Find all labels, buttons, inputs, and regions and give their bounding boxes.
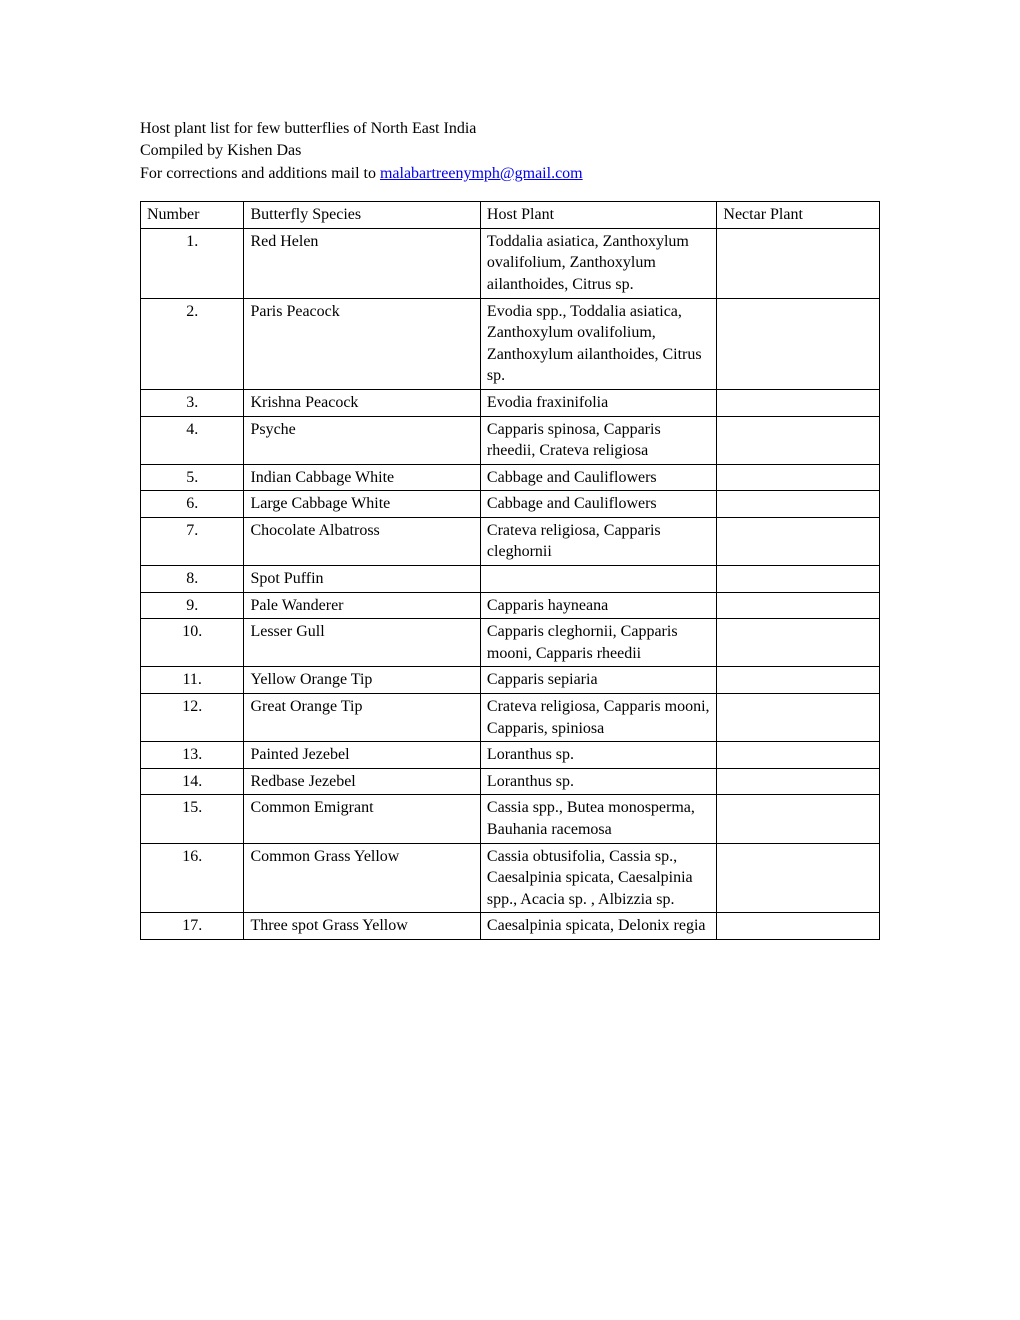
cell-species: Large Cabbage White (244, 491, 480, 518)
cell-number: 2. (141, 298, 244, 389)
table-row: 14.Redbase JezebelLoranthus sp. (141, 768, 880, 795)
document-title: Host plant list for few butterflies of N… (140, 118, 880, 140)
cell-number: 17. (141, 913, 244, 940)
table-row: 10.Lesser GullCapparis cleghornii, Cappa… (141, 619, 880, 667)
cell-host: Capparis hayneana (480, 592, 716, 619)
cell-nectar (717, 566, 880, 593)
cell-host: Cassia spp., Butea monosperma, Bauhania … (480, 795, 716, 843)
cell-species: Lesser Gull (244, 619, 480, 667)
cell-nectar (717, 742, 880, 769)
cell-nectar (717, 389, 880, 416)
cell-species: Krishna Peacock (244, 389, 480, 416)
table-row: 6.Large Cabbage WhiteCabbage and Caulifl… (141, 491, 880, 518)
cell-host: Capparis cleghornii, Capparis mooni, Cap… (480, 619, 716, 667)
cell-species: Three spot Grass Yellow (244, 913, 480, 940)
cell-species: Indian Cabbage White (244, 464, 480, 491)
col-header-number: Number (141, 202, 244, 229)
cell-host (480, 566, 716, 593)
document-page: Host plant list for few butterflies of N… (0, 0, 1020, 1320)
host-plant-table: Number Butterfly Species Host Plant Nect… (140, 201, 880, 940)
cell-number: 11. (141, 667, 244, 694)
cell-species: Red Helen (244, 228, 480, 298)
col-header-nectar: Nectar Plant (717, 202, 880, 229)
cell-nectar (717, 843, 880, 913)
cell-nectar (717, 768, 880, 795)
cell-host: Cassia obtusifolia, Cassia sp., Caesalpi… (480, 843, 716, 913)
cell-number: 13. (141, 742, 244, 769)
cell-number: 12. (141, 694, 244, 742)
table-header-row: Number Butterfly Species Host Plant Nect… (141, 202, 880, 229)
cell-host: Loranthus sp. (480, 742, 716, 769)
cell-nectar (717, 619, 880, 667)
cell-species: Spot Puffin (244, 566, 480, 593)
compiled-by-line: Compiled by Kishen Das (140, 140, 880, 162)
cell-nectar (717, 464, 880, 491)
cell-number: 16. (141, 843, 244, 913)
cell-host: Toddalia asiatica, Zanthoxylum ovalifoli… (480, 228, 716, 298)
cell-number: 7. (141, 517, 244, 565)
cell-species: Yellow Orange Tip (244, 667, 480, 694)
cell-host: Capparis sepiaria (480, 667, 716, 694)
cell-number: 6. (141, 491, 244, 518)
table-row: 5.Indian Cabbage WhiteCabbage and Caulif… (141, 464, 880, 491)
cell-number: 15. (141, 795, 244, 843)
cell-host: Capparis spinosa, Capparis rheedii, Crat… (480, 416, 716, 464)
cell-species: Paris Peacock (244, 298, 480, 389)
cell-species: Psyche (244, 416, 480, 464)
cell-host: Cabbage and Cauliflowers (480, 491, 716, 518)
table-row: 4.PsycheCapparis spinosa, Capparis rheed… (141, 416, 880, 464)
cell-species: Chocolate Albatross (244, 517, 480, 565)
cell-number: 14. (141, 768, 244, 795)
cell-number: 5. (141, 464, 244, 491)
table-row: 7.Chocolate AlbatrossCrateva religiosa, … (141, 517, 880, 565)
cell-species: Common Grass Yellow (244, 843, 480, 913)
cell-host: Crateva religiosa, Capparis cleghornii (480, 517, 716, 565)
corrections-line: For corrections and additions mail to ma… (140, 163, 880, 185)
table-row: 3.Krishna PeacockEvodia fraxinifolia (141, 389, 880, 416)
table-row: 15.Common EmigrantCassia spp., Butea mon… (141, 795, 880, 843)
cell-nectar (717, 228, 880, 298)
cell-species: Redbase Jezebel (244, 768, 480, 795)
cell-number: 1. (141, 228, 244, 298)
cell-host: Loranthus sp. (480, 768, 716, 795)
cell-nectar (717, 416, 880, 464)
cell-number: 10. (141, 619, 244, 667)
cell-host: Cabbage and Cauliflowers (480, 464, 716, 491)
table-row: 16.Common Grass YellowCassia obtusifolia… (141, 843, 880, 913)
cell-nectar (717, 517, 880, 565)
cell-species: Common Emigrant (244, 795, 480, 843)
cell-nectar (717, 298, 880, 389)
table-row: 2.Paris PeacockEvodia spp., Toddalia asi… (141, 298, 880, 389)
cell-nectar (717, 667, 880, 694)
cell-host: Evodia spp., Toddalia asiatica, Zanthoxy… (480, 298, 716, 389)
table-row: 9.Pale WandererCapparis hayneana (141, 592, 880, 619)
table-row: 12.Great Orange TipCrateva religiosa, Ca… (141, 694, 880, 742)
cell-species: Pale Wanderer (244, 592, 480, 619)
cell-number: 4. (141, 416, 244, 464)
table-row: 8.Spot Puffin (141, 566, 880, 593)
cell-nectar (717, 491, 880, 518)
cell-nectar (717, 694, 880, 742)
cell-number: 9. (141, 592, 244, 619)
contact-email-link[interactable]: malabartreenymph@gmail.com (380, 165, 583, 182)
cell-number: 8. (141, 566, 244, 593)
col-header-host: Host Plant (480, 202, 716, 229)
cell-host: Crateva religiosa, Capparis mooni, Cappa… (480, 694, 716, 742)
cell-nectar (717, 795, 880, 843)
cell-host: Caesalpinia spicata, Delonix regia (480, 913, 716, 940)
cell-species: Great Orange Tip (244, 694, 480, 742)
table-row: 17.Three spot Grass YellowCaesalpinia sp… (141, 913, 880, 940)
table-body: 1.Red HelenToddalia asiatica, Zanthoxylu… (141, 228, 880, 939)
cell-species: Painted Jezebel (244, 742, 480, 769)
cell-host: Evodia fraxinifolia (480, 389, 716, 416)
table-row: 1.Red HelenToddalia asiatica, Zanthoxylu… (141, 228, 880, 298)
cell-number: 3. (141, 389, 244, 416)
table-row: 13.Painted JezebelLoranthus sp. (141, 742, 880, 769)
cell-nectar (717, 592, 880, 619)
col-header-species: Butterfly Species (244, 202, 480, 229)
cell-nectar (717, 913, 880, 940)
table-row: 11.Yellow Orange TipCapparis sepiaria (141, 667, 880, 694)
corrections-prefix: For corrections and additions mail to (140, 165, 380, 182)
